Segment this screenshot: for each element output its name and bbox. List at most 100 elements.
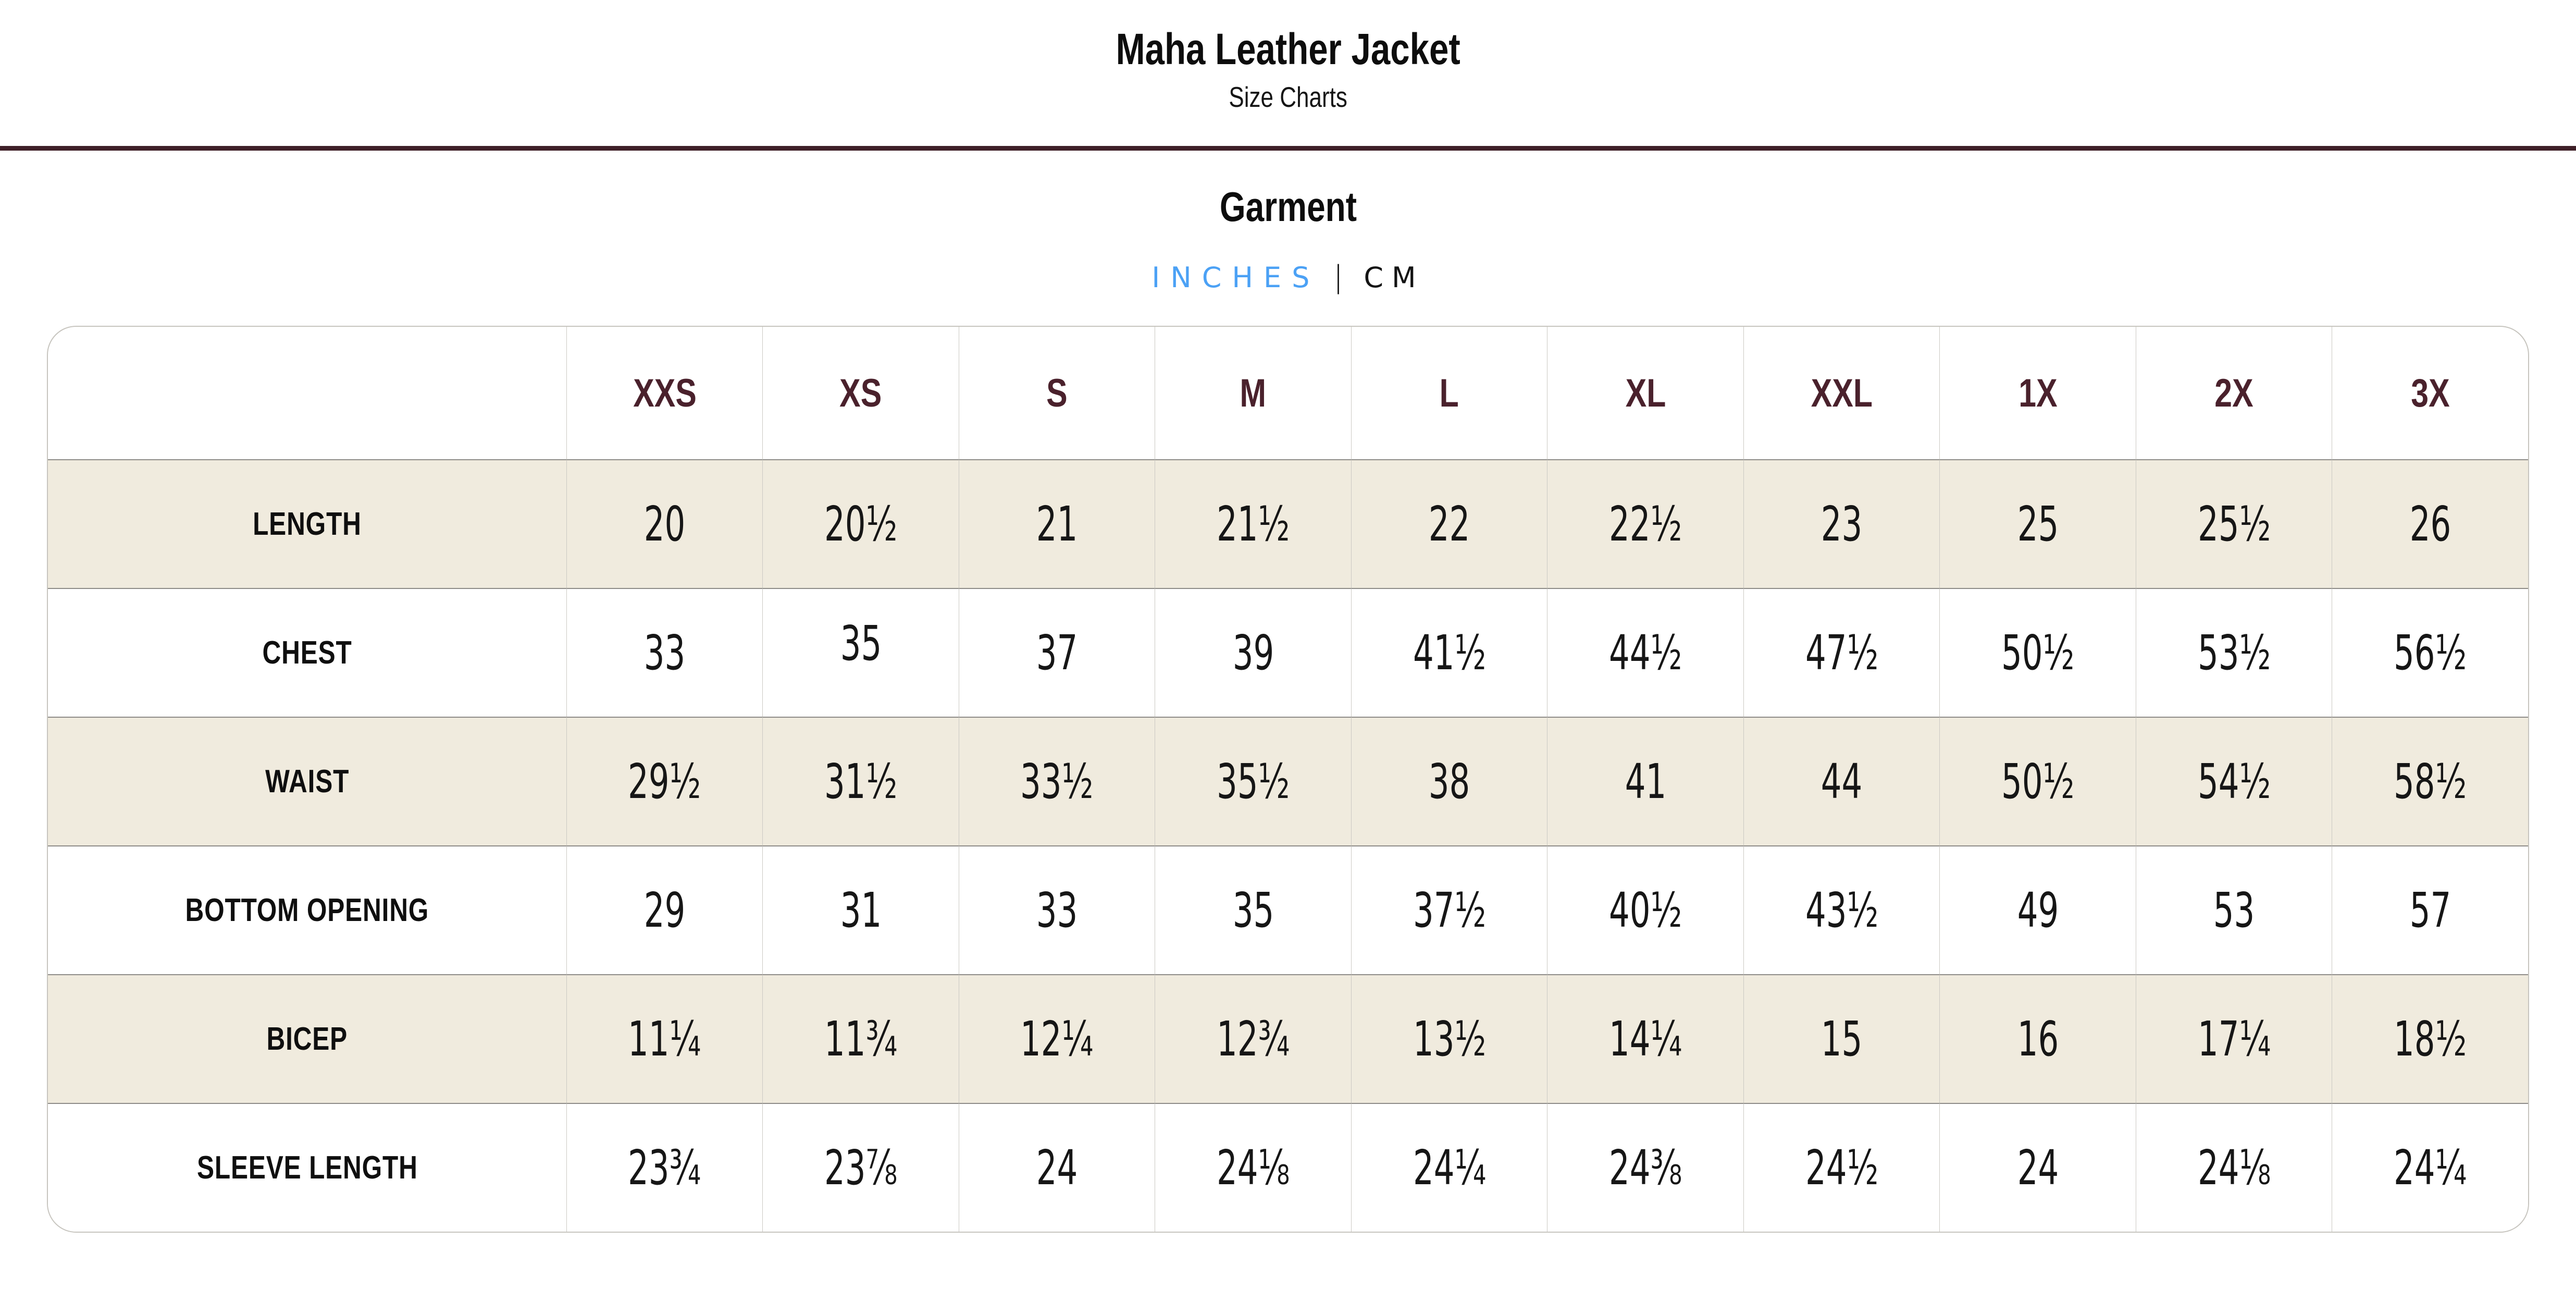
measurement-value-text: 35 [1232, 882, 1274, 939]
measurement-value-cell: 25½ [2135, 459, 2332, 588]
measurement-value-text: 54½ [2197, 754, 2271, 810]
measurement-value-cell: 17¼ [2135, 974, 2332, 1103]
measurement-value-text: 33½ [1020, 754, 1094, 810]
measurement-value-text: 47½ [1805, 625, 1878, 681]
size-column-header-1x: 1X [1939, 327, 2136, 460]
measurement-value-text: 24 [1036, 1140, 1078, 1196]
measurement-value-cell: 26 [2332, 459, 2528, 588]
measurement-value-text: 44½ [1609, 625, 1682, 681]
measurement-row-label-text: BOTTOM OPENING [185, 892, 429, 929]
measurement-value-text: 33 [643, 625, 686, 681]
measurement-value-text: 12¼ [1020, 1011, 1094, 1067]
measurement-value-text: 11¼ [628, 1011, 701, 1067]
measurement-value-cell: 18½ [2332, 974, 2528, 1103]
measurement-value-text: 56½ [2394, 625, 2467, 681]
measurement-value-text: 24¼ [1413, 1140, 1486, 1196]
measurement-value-text: 22 [1428, 496, 1470, 552]
measurement-value-text: 49 [2017, 882, 2059, 939]
page-header: Maha Leather Jacket Size Charts [0, 0, 2576, 114]
measurement-value-cell: 43½ [1743, 845, 1940, 975]
size-column-header-l: L [1351, 327, 1547, 460]
measurement-value-cell: 14¼ [1547, 974, 1743, 1103]
measurement-value-text: 39 [1232, 625, 1274, 681]
measurement-value-cell: 37 [958, 588, 1155, 717]
measurement-value-cell: 41½ [1351, 588, 1547, 717]
measurement-value-cell: 37½ [1351, 845, 1547, 975]
measurement-value-text: 22½ [1609, 496, 1682, 552]
measurement-value-cell: 57 [2332, 845, 2528, 975]
measurement-value-text: 25 [2017, 496, 2059, 552]
measurement-value-cell: 24¼ [2332, 1103, 2528, 1232]
measurement-value-cell: 20 [566, 459, 763, 588]
measurement-value-text: 24½ [1805, 1140, 1878, 1196]
measurement-value-cell: 21½ [1155, 459, 1351, 588]
measurement-row-label-text: WAIST [265, 764, 349, 800]
measurement-value-cell: 44½ [1547, 588, 1743, 717]
measurement-value-cell: 53 [2135, 845, 2332, 975]
unit-toggle-cm[interactable]: CM [1364, 261, 1425, 294]
measurement-value-cell: 24⅜ [1547, 1103, 1743, 1232]
measurement-value-text: 24⅜ [1609, 1140, 1682, 1196]
measurement-value-text: 31 [840, 882, 882, 939]
measurement-value-cell: 40½ [1547, 845, 1743, 975]
size-column-header-text: 3X [2411, 371, 2450, 415]
size-chart-table-head: XXS XS S M L XL XXL 1X 2X 3X [48, 327, 2528, 460]
measurement-value-cell: 15 [1743, 974, 1940, 1103]
measurement-value-cell: 24¼ [1351, 1103, 1547, 1232]
measurement-value-cell: 23 [1743, 459, 1940, 588]
measurement-value-cell: 24 [1939, 1103, 2136, 1232]
size-column-header-text: XXL [1811, 371, 1873, 415]
measurement-value-text: 31½ [824, 754, 898, 810]
measurement-value-cell: 21 [958, 459, 1155, 588]
measurement-value-cell: 31½ [762, 717, 959, 846]
measurement-value-cell: 20½ [762, 459, 959, 588]
measurement-value-cell: 38 [1351, 717, 1547, 846]
measurement-value-cell: 24½ [1743, 1103, 1940, 1232]
measurement-value-cell: 29½ [566, 717, 763, 846]
measurement-value-cell: 23¾ [566, 1103, 763, 1232]
measurement-value-text: 43½ [1805, 882, 1878, 939]
measurement-value-cell: 12¼ [958, 974, 1155, 1103]
measurement-value-text: 57 [2409, 882, 2451, 939]
measurement-row-label: BICEP [48, 974, 566, 1103]
size-column-header-text: M [1240, 371, 1267, 415]
size-column-header-text: XL [1625, 371, 1666, 415]
size-column-header-text: 1X [2018, 371, 2058, 415]
size-column-header-text: XS [839, 371, 882, 415]
measurement-value-text: 25½ [2197, 496, 2271, 552]
measurement-value-text: 26 [2409, 496, 2451, 552]
size-column-header-text: L [1440, 371, 1459, 415]
unit-toggle-inches[interactable]: INCHES [1151, 261, 1320, 294]
measurement-value-text: 11¾ [824, 1011, 898, 1067]
size-column-header-s: S [958, 327, 1155, 460]
measurement-row-label: SLEEVE LENGTH [48, 1103, 566, 1232]
measurement-value-text: 35½ [1217, 754, 1290, 810]
measurement-row-bicep: BICEP 11¼ 11¾ 12¼ 12¾ 13½ 14¼ 15 16 17¼ 18½ [48, 974, 2528, 1103]
size-column-header-text: S [1046, 371, 1068, 415]
measurement-value-cell: 13½ [1351, 974, 1547, 1103]
measurement-value-text: 23⅞ [824, 1140, 898, 1196]
size-column-header-xs: XS [762, 327, 959, 460]
measurement-value-cell: 35 [1155, 845, 1351, 975]
measurement-value-cell: 11¼ [566, 974, 763, 1103]
measurement-value-cell: 24⅛ [2135, 1103, 2332, 1232]
measurement-value-text: 40½ [1609, 882, 1682, 939]
measurement-value-text: 29½ [628, 754, 701, 810]
section-title: Garment [0, 183, 2576, 231]
measurement-row-label: WAIST [48, 717, 566, 845]
measurement-value-cell: 44 [1743, 717, 1940, 846]
measurement-value-text: 23 [1820, 496, 1863, 552]
measurement-value-text: 23¾ [628, 1140, 701, 1196]
measurement-value-text: 50½ [2001, 754, 2075, 810]
section-title-text: Garment [1219, 183, 1357, 230]
header-divider [0, 146, 2576, 151]
measurement-value-text: 29 [643, 882, 686, 939]
measurement-value-text: 24⅛ [2197, 1140, 2271, 1196]
measurement-value-cell: 56½ [2332, 588, 2528, 717]
size-column-header-3x: 3X [2332, 327, 2528, 460]
measurement-value-text: 17¼ [2197, 1011, 2271, 1067]
size-column-header-xxl: XXL [1743, 327, 1940, 460]
measurement-value-cell: 50½ [1939, 588, 2136, 717]
measurement-value-text: 21½ [1217, 496, 1290, 552]
page-title-text: Maha Leather Jacket [1116, 24, 1460, 73]
